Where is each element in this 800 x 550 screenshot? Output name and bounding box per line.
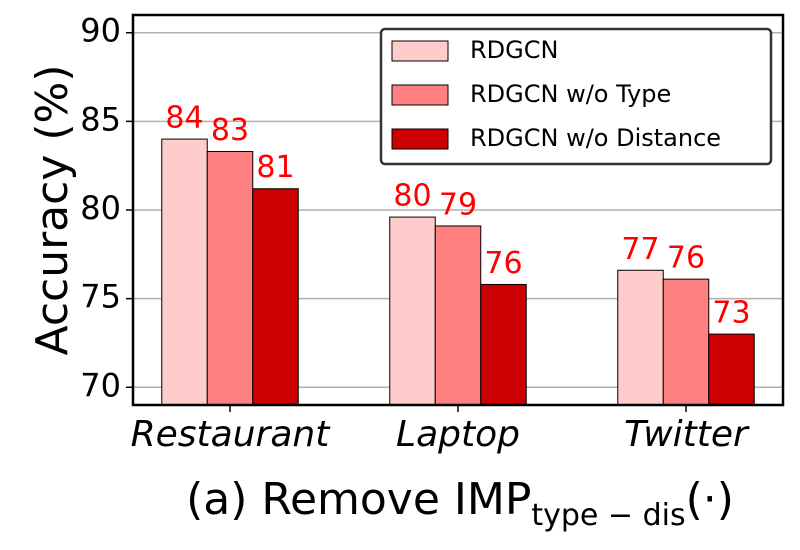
value-label: 81 — [256, 150, 294, 185]
value-label: 84 — [165, 101, 203, 136]
value-label: 73 — [712, 296, 750, 331]
x-tick-label: Twitter — [624, 414, 750, 455]
y-tick-label: 85 — [80, 100, 121, 138]
y-tick-label: 80 — [80, 189, 121, 227]
y-tick-label: 90 — [80, 12, 121, 50]
bar — [434, 225, 482, 406]
x-tick-label: Laptop — [396, 414, 520, 455]
bar — [161, 138, 208, 406]
legend-label: RDGCN — [470, 36, 558, 64]
value-label: 80 — [393, 179, 431, 214]
y-axis-label: Accuracy (%) — [27, 64, 78, 355]
legend-swatch — [391, 84, 449, 106]
x-axis-label-subscript: type − dis — [531, 498, 685, 533]
bar — [617, 269, 664, 406]
x-axis-label: (a) Remove IMPtype − dis(·) — [186, 474, 734, 533]
bar — [708, 333, 755, 406]
y-tick-label: 75 — [80, 278, 121, 316]
x-tick-label: Restaurant — [131, 414, 332, 455]
bar — [389, 216, 436, 406]
legend: RDGCN RDGCN w/o Type RDGCN w/o Distance — [379, 27, 773, 166]
bar — [206, 151, 254, 406]
legend-label: RDGCN w/o Type — [470, 80, 671, 108]
value-label: 77 — [621, 232, 659, 267]
value-label: 79 — [439, 187, 477, 222]
legend-label: RDGCN w/o Distance — [470, 124, 721, 152]
bar — [480, 283, 527, 406]
legend-swatch — [391, 40, 449, 62]
y-tick-label: 70 — [80, 366, 121, 404]
legend-box — [379, 27, 773, 166]
x-axis-label-main: (a) Remove IMP — [186, 474, 531, 525]
value-label: 83 — [211, 113, 249, 148]
bar — [252, 188, 299, 406]
bar — [662, 278, 710, 406]
plot-frame — [131, 13, 785, 407]
legend-swatch — [391, 128, 449, 150]
value-label: 76 — [484, 246, 522, 281]
value-label: 76 — [667, 241, 705, 276]
x-axis-label-suffix: (·) — [686, 474, 734, 525]
